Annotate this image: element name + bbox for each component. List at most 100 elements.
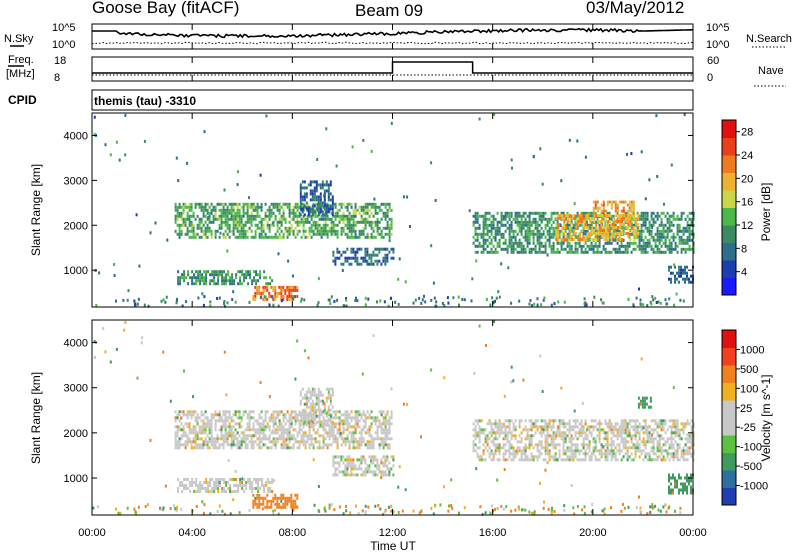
velocity-cell	[381, 440, 383, 443]
power-speckle	[511, 167, 513, 170]
velocity-cell	[326, 412, 328, 415]
velocity-cell	[191, 478, 193, 481]
power-cell	[263, 227, 265, 230]
power-cell	[389, 218, 391, 221]
power-cell	[288, 295, 290, 298]
power-cell	[321, 218, 323, 221]
power-cell	[310, 207, 312, 210]
power-cell	[256, 289, 258, 292]
velocity-cell	[561, 434, 563, 437]
velocity-cell	[330, 418, 332, 421]
velocity-cell	[273, 425, 275, 428]
power-cell	[665, 251, 667, 254]
power-cell	[477, 233, 479, 236]
velocity-cell	[255, 431, 257, 434]
power-cell	[687, 230, 689, 233]
power-cell	[269, 227, 271, 230]
velocity-cell	[328, 388, 330, 391]
velocity-cell	[245, 440, 247, 443]
velocity-cell	[187, 487, 189, 490]
power-cell	[637, 232, 639, 235]
velocity-cell	[330, 388, 332, 391]
power-cell	[551, 227, 553, 230]
velocity-cell	[519, 449, 521, 452]
power-speckle	[671, 164, 673, 167]
power-cell	[679, 239, 681, 242]
velocity-cell	[333, 440, 335, 443]
velocity-cell	[605, 431, 607, 434]
velocity-cell	[310, 391, 312, 394]
power-cell	[565, 235, 567, 238]
power-cell	[629, 207, 631, 210]
velocity-cell	[527, 458, 529, 461]
power-cell	[352, 251, 354, 254]
velocity-cell	[217, 413, 219, 416]
power-cell	[207, 209, 209, 212]
power-cell	[211, 203, 213, 206]
velocity-cell	[479, 425, 481, 428]
power-cell	[229, 224, 231, 227]
power-cell	[283, 203, 285, 206]
power-cell	[689, 227, 691, 230]
velocity-cell	[290, 503, 292, 506]
power-cell	[295, 221, 297, 224]
power-cell	[299, 230, 301, 233]
power-cell	[605, 251, 607, 254]
power-cell	[495, 251, 497, 254]
power-cell	[332, 201, 334, 204]
power-cell	[347, 218, 349, 221]
velocity-cell	[507, 449, 509, 452]
power-cell	[351, 224, 353, 227]
power-cell	[487, 239, 489, 242]
velocity-cell	[499, 443, 501, 446]
power-cell	[288, 298, 290, 301]
power-cell	[671, 221, 673, 224]
velocity-cell	[360, 458, 362, 461]
power-cell	[269, 282, 271, 285]
power-cell	[611, 204, 613, 207]
velocity-cell	[539, 449, 541, 452]
power-cell	[265, 233, 267, 236]
power-cell	[499, 242, 501, 245]
velocity-cell	[387, 428, 389, 431]
velocity-cell	[388, 470, 390, 473]
velocity-cell	[391, 422, 393, 425]
velocity-cell	[317, 446, 319, 449]
velocity-cell	[193, 440, 195, 443]
velocity-cell	[319, 446, 321, 449]
velocity-cell	[645, 452, 647, 455]
power-cell	[366, 263, 368, 266]
velocity-cell	[577, 449, 579, 452]
velocity-cell	[201, 437, 203, 440]
velocity-cell	[379, 443, 381, 446]
velocity-cell	[239, 434, 241, 437]
power-cell	[310, 180, 312, 183]
power-speckle	[636, 297, 638, 300]
velocity-cell	[265, 413, 267, 416]
power-cell	[181, 212, 183, 215]
power-cell	[499, 233, 501, 236]
power-cell	[302, 180, 304, 183]
power-cell	[635, 220, 637, 223]
power-cell	[280, 286, 282, 289]
velocity-cell	[515, 434, 517, 437]
power-cell	[237, 270, 239, 273]
power-cell	[677, 227, 679, 230]
power-speckle	[593, 296, 595, 299]
power-cell	[665, 245, 667, 248]
power-cell	[189, 276, 191, 279]
power-cell	[535, 233, 537, 236]
power-cell	[625, 226, 627, 229]
velocity-cell	[553, 458, 555, 461]
power-cell	[667, 248, 669, 251]
velocity-cell	[207, 446, 209, 449]
power-cell	[361, 209, 363, 212]
power-cell	[243, 236, 245, 239]
velocity-cell	[495, 434, 497, 437]
power-cell	[563, 214, 565, 217]
power-cell	[239, 221, 241, 224]
velocity-cell	[283, 431, 285, 434]
power-speckle	[640, 302, 642, 305]
power-cell	[637, 245, 639, 248]
power-speckle	[391, 122, 393, 125]
